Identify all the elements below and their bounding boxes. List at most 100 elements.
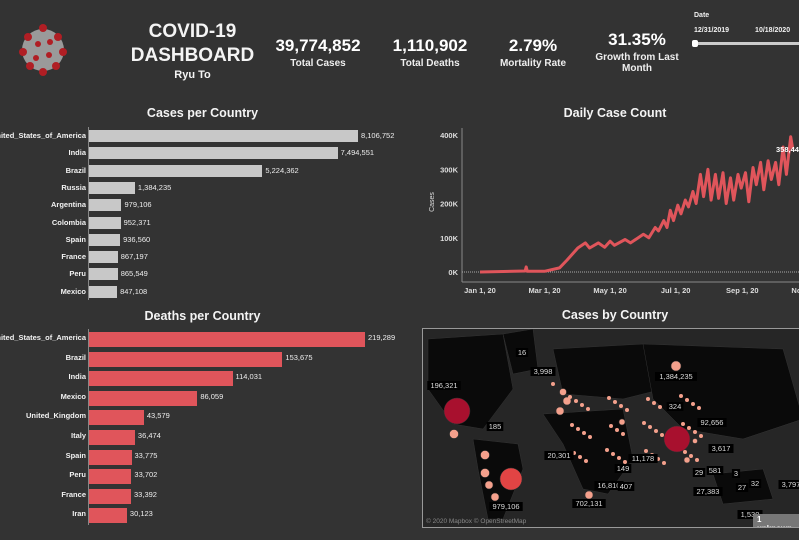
case-bubble[interactable] — [605, 448, 609, 452]
case-bubble[interactable] — [683, 456, 691, 464]
case-bubble[interactable] — [574, 399, 578, 403]
kpi-mortality-rate: 2.79% Mortality Rate — [499, 36, 567, 69]
case-bubble[interactable] — [588, 435, 592, 439]
bar[interactable] — [89, 449, 132, 465]
daily-case-line[interactable] — [479, 135, 795, 274]
bar[interactable] — [89, 410, 144, 426]
case-bubble[interactable] — [644, 449, 648, 453]
case-bubble[interactable] — [613, 400, 617, 404]
case-bubble[interactable] — [584, 459, 588, 463]
bar[interactable] — [89, 351, 283, 367]
date-slider-handle[interactable] — [692, 40, 698, 47]
case-bubble[interactable] — [699, 434, 703, 438]
map-case-label: 27 — [738, 483, 746, 492]
case-bubble[interactable] — [691, 402, 695, 406]
case-bubble[interactable] — [679, 394, 683, 398]
case-bubble[interactable] — [570, 423, 574, 427]
unknown-badge[interactable]: 1 unknown — [753, 514, 799, 527]
land-shape — [542, 408, 634, 495]
map-title: Cases by Country — [561, 308, 669, 322]
case-bubble[interactable] — [695, 458, 699, 462]
case-bubble[interactable] — [619, 404, 623, 408]
case-bubble[interactable] — [658, 405, 662, 409]
case-bubble[interactable] — [621, 432, 625, 436]
bar[interactable] — [89, 430, 135, 445]
case-bubble[interactable] — [480, 450, 490, 460]
case-bubble[interactable] — [654, 429, 658, 433]
case-bubble[interactable] — [559, 388, 567, 396]
map-case-label: 16,810 — [598, 481, 621, 490]
bar[interactable] — [89, 199, 122, 212]
case-bubble[interactable] — [555, 406, 565, 416]
case-bubble[interactable] — [609, 424, 613, 428]
case-bubble[interactable] — [578, 455, 582, 459]
title-line-2: DASHBOARD — [130, 45, 255, 66]
case-bubble[interactable] — [652, 401, 656, 405]
bar[interactable] — [89, 147, 338, 160]
bar-category-label: Colombia — [51, 217, 86, 227]
case-bubble[interactable] — [449, 429, 459, 439]
case-bubble[interactable] — [683, 450, 687, 454]
bar[interactable] — [89, 469, 132, 485]
bar[interactable] — [89, 371, 233, 387]
case-bubble[interactable] — [642, 421, 646, 425]
case-bubble[interactable] — [663, 425, 691, 453]
bar[interactable] — [89, 508, 127, 524]
case-bubble[interactable] — [611, 452, 615, 456]
bar[interactable] — [89, 164, 263, 177]
case-bubble[interactable] — [660, 433, 664, 437]
case-bubble[interactable] — [480, 468, 490, 478]
case-bubble[interactable] — [490, 492, 500, 502]
case-bubble[interactable] — [662, 461, 666, 465]
bar[interactable] — [89, 233, 121, 246]
case-bubble[interactable] — [499, 467, 523, 491]
map-label-bg — [427, 381, 461, 390]
bar[interactable] — [89, 488, 132, 504]
bar[interactable] — [89, 390, 198, 406]
date-slider-track[interactable] — [692, 40, 799, 47]
case-bubble[interactable] — [586, 407, 590, 411]
coronavirus-logo — [18, 12, 68, 92]
case-bubble[interactable] — [584, 490, 594, 500]
case-bubble[interactable] — [670, 360, 682, 372]
case-bubble[interactable] — [685, 398, 689, 402]
bar[interactable] — [89, 216, 121, 229]
kpi-total-cases: 39,774,852 Total Cases — [275, 36, 361, 69]
case-bubble[interactable] — [618, 418, 626, 426]
case-bubble[interactable] — [692, 438, 698, 444]
bar-category-label: Russia — [61, 182, 86, 192]
bar[interactable] — [89, 181, 135, 194]
case-bubble[interactable] — [617, 456, 621, 460]
case-bubble[interactable] — [443, 397, 471, 425]
case-bubble[interactable] — [693, 430, 697, 434]
cases-map[interactable]: 16 3,998 196,321 1,384,235 324 92,656 185 3,617… — [422, 328, 799, 528]
date-filter[interactable]: Date 12/31/2019 10/18/2020 — [692, 12, 799, 47]
bar[interactable] — [89, 130, 358, 142]
map-attribution[interactable]: © 2020 Mapbox © OpenStreetMap — [426, 518, 527, 525]
case-bubble[interactable] — [562, 396, 572, 406]
case-bubble[interactable] — [625, 408, 629, 412]
bar-value-label: 865,549 — [120, 269, 148, 279]
case-bubble[interactable] — [582, 431, 586, 435]
case-bubble[interactable] — [607, 396, 611, 400]
case-bubble[interactable] — [568, 395, 572, 399]
case-bubble[interactable] — [689, 454, 693, 458]
case-bubble[interactable] — [681, 422, 685, 426]
map-case-label: 407 — [620, 482, 633, 491]
case-bubble[interactable] — [646, 397, 650, 401]
case-bubble[interactable] — [648, 425, 652, 429]
map-label-bg — [666, 402, 684, 411]
case-bubble[interactable] — [687, 426, 691, 430]
bar[interactable] — [89, 285, 118, 298]
case-bubble[interactable] — [576, 427, 580, 431]
case-bubble[interactable] — [484, 480, 494, 490]
bar[interactable] — [89, 268, 118, 281]
case-bubble[interactable] — [551, 382, 555, 386]
case-bubble[interactable] — [623, 460, 627, 464]
case-bubble[interactable] — [697, 406, 701, 410]
case-bubble[interactable] — [580, 403, 584, 407]
bar[interactable] — [89, 251, 118, 264]
bar-category-label: United_States_of_America — [0, 333, 86, 342]
case-bubble[interactable] — [615, 428, 619, 432]
bar[interactable] — [89, 332, 365, 347]
